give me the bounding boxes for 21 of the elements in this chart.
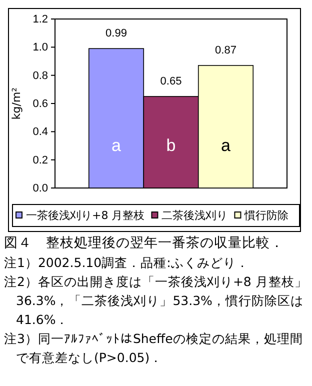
y-tick-label: 1.2 <box>32 14 48 26</box>
annotation: a <box>112 136 122 155</box>
legend-label: 二茶後浅刈り <box>162 209 228 222</box>
y-tick-label: 0.6 <box>32 98 48 110</box>
text: 注3）同一ｱﾙﾌｧﾍﾞｯﾄはSheffeの検定の結果，処理間で有意差なし(P>0.05)． <box>4 330 304 367</box>
y-tick-label: 0.8 <box>32 70 48 82</box>
data-label: 0.99 <box>106 28 127 40</box>
legend-label: 慣行防除 <box>244 209 289 222</box>
data-label: 0.87 <box>215 44 236 56</box>
y-tick-label: 0.0 <box>32 182 48 195</box>
data-label: 0.65 <box>160 75 182 88</box>
annotation: a <box>221 136 232 155</box>
y-axis-title: kg/m² <box>10 87 23 120</box>
text: 図４ 整枝処理後の翌年一番茶の収量比較． <box>4 234 285 253</box>
annotation: b <box>166 136 176 155</box>
text: 注2）各区の出開き度は「一茶後浅刈り+8 月整枝」36.3%，「二茶後浅刈り」53.3%，慣行防除区は41.6%． <box>4 273 308 329</box>
legend-label: 一茶後浅刈り+8 月整枝 <box>26 209 145 222</box>
text: 注1）2002.5.10調査．品種:ふくみどり． <box>4 254 250 272</box>
y-tick-label: 0.2 <box>32 154 48 166</box>
y-tick-label: 0.4 <box>32 126 48 138</box>
y-tick-label: 1.0 <box>32 42 48 54</box>
